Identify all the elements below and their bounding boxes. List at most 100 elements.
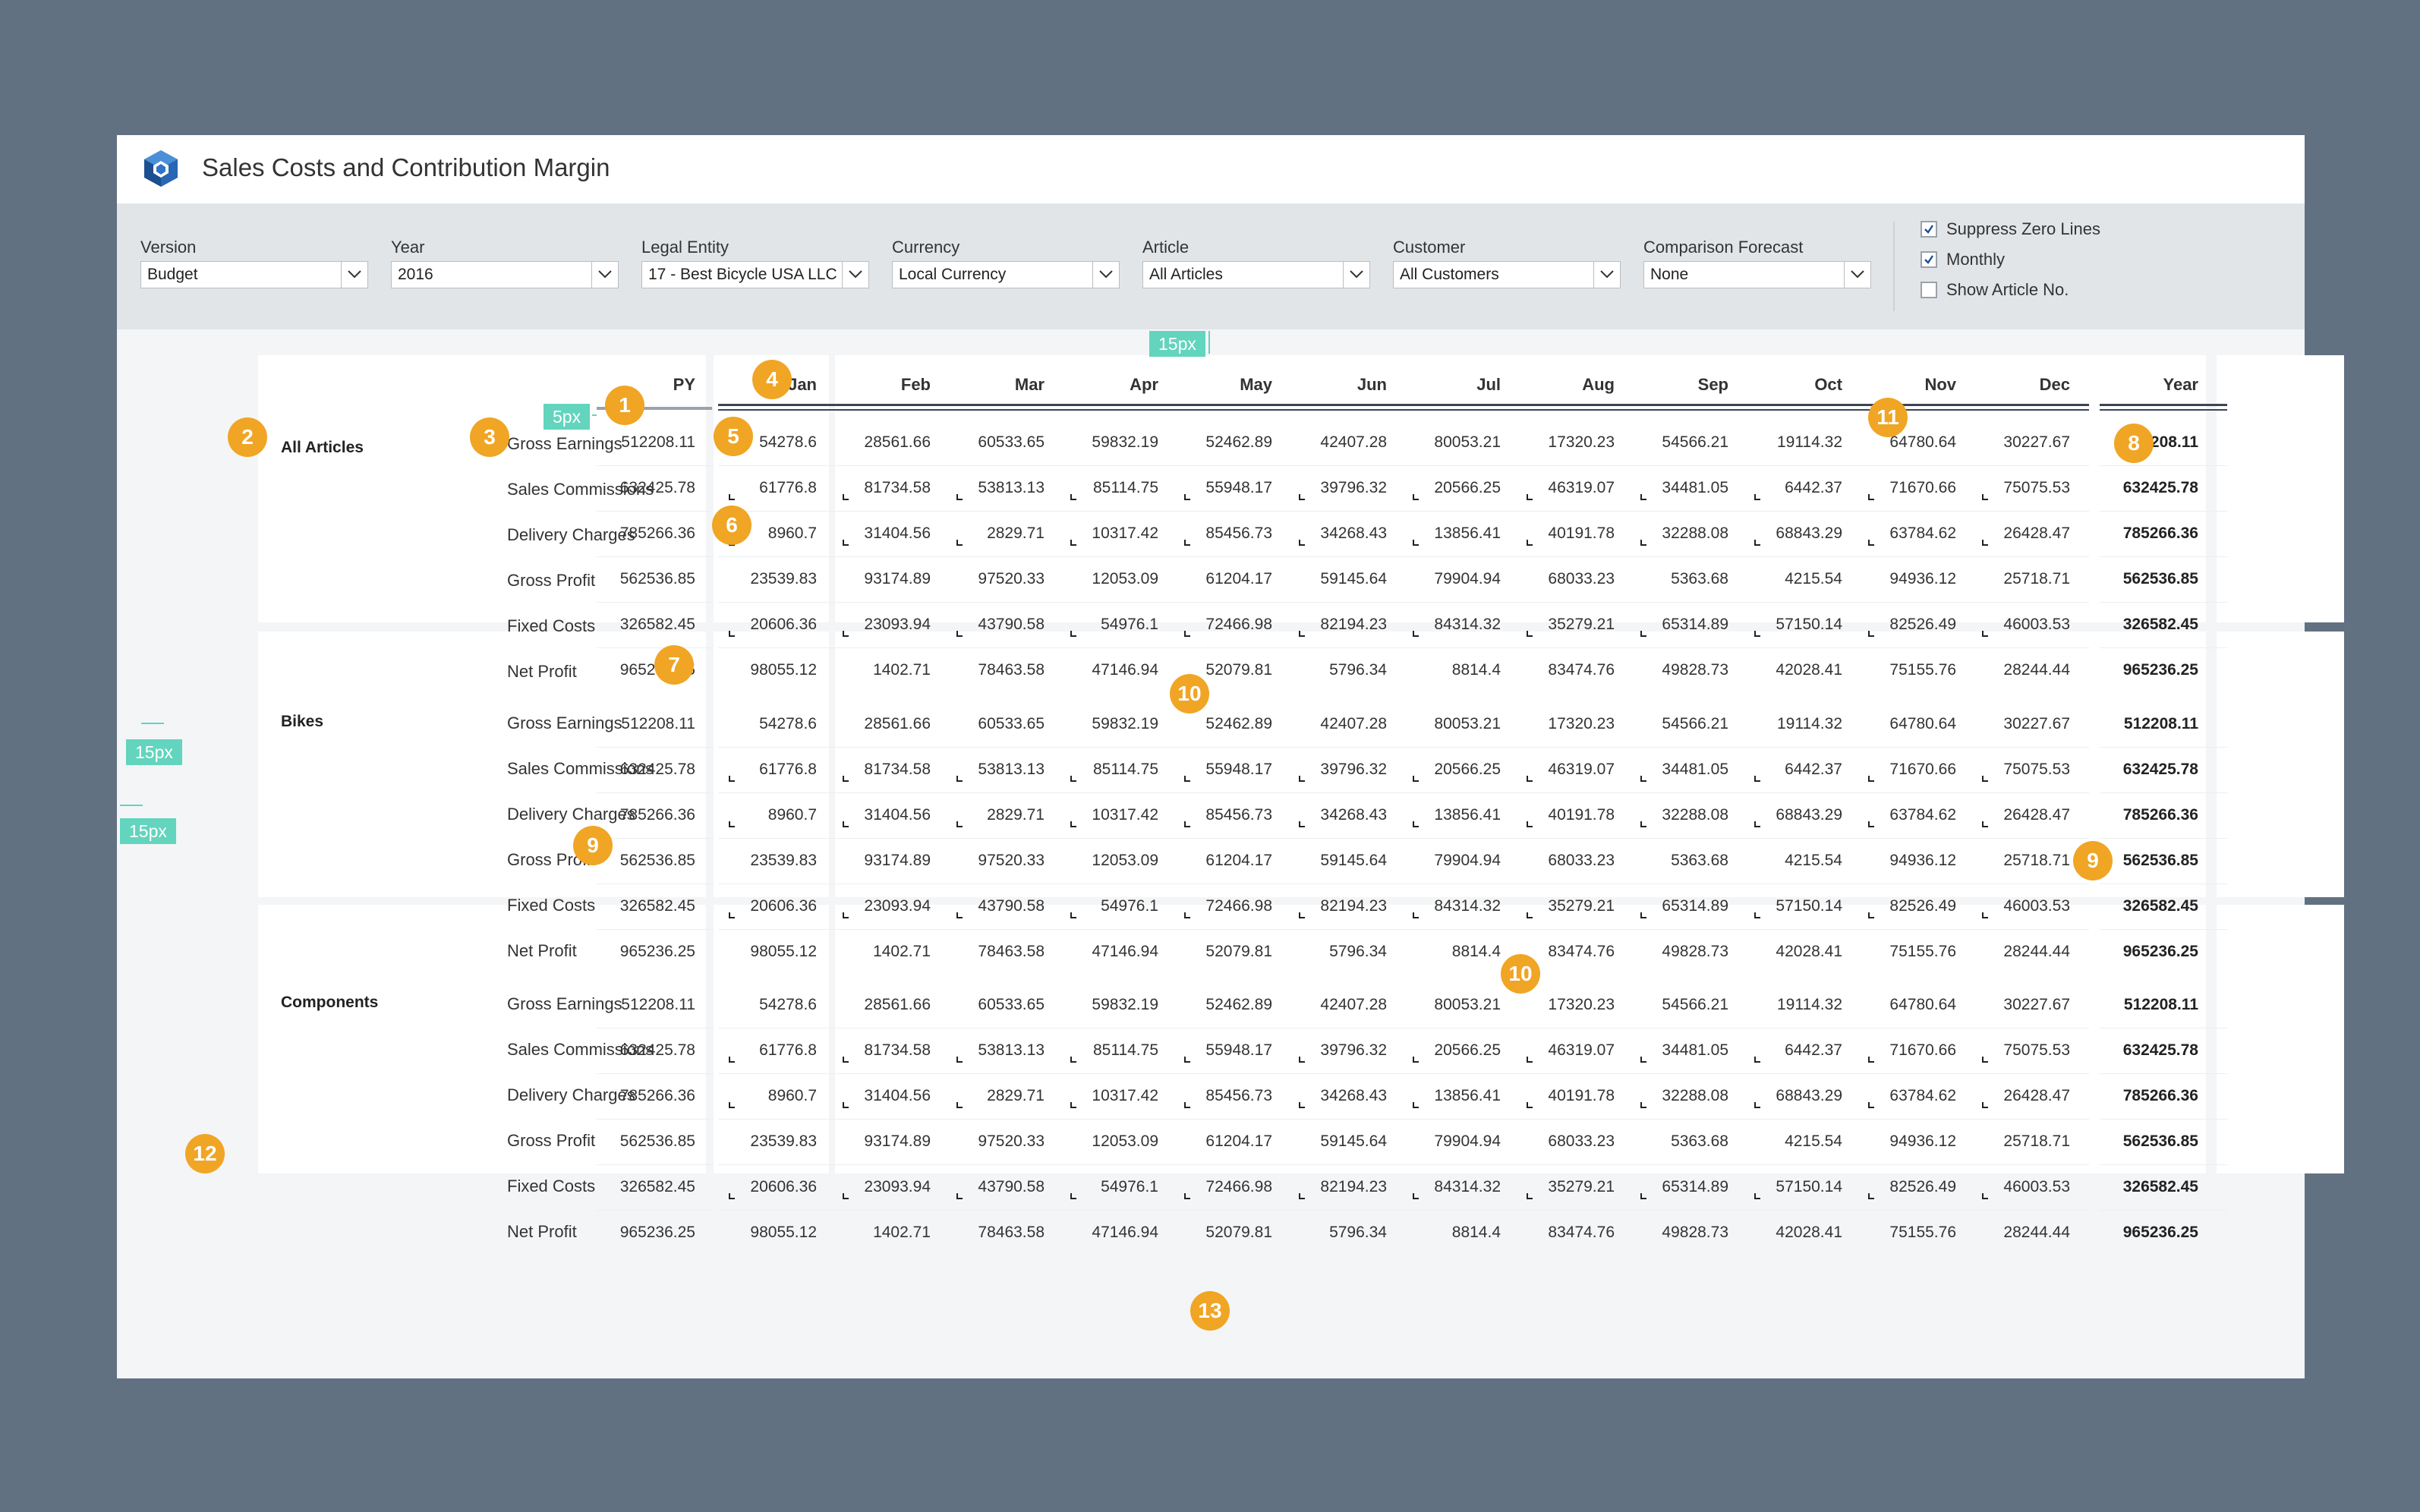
trend-arrow-icon (729, 1057, 735, 1063)
trend-arrow-icon (1868, 1102, 1874, 1108)
py-value: 512208.11 (621, 715, 695, 732)
month-value: 40191.78 (1548, 806, 1615, 824)
row-label: Fixed Costs (507, 1177, 596, 1195)
row-divider (718, 602, 2089, 603)
month-value: 34481.05 (1662, 479, 1728, 496)
month-value: 97520.33 (978, 570, 1045, 587)
annotation-badge: 12 (185, 1134, 225, 1173)
year-select[interactable]: 2016 (391, 261, 619, 288)
month-value: 57150.14 (1776, 1178, 1842, 1195)
month-value: 75075.53 (2003, 761, 2070, 778)
month-value: 78463.58 (978, 1224, 1045, 1241)
month-value: 72466.98 (1205, 616, 1272, 633)
py-value: 512208.11 (621, 996, 695, 1013)
row-divider (2100, 511, 2227, 512)
article-select[interactable]: All Articles (1142, 261, 1370, 288)
month-value: 61204.17 (1205, 1132, 1272, 1150)
row-divider (718, 556, 2089, 557)
trend-arrow-icon (1640, 1193, 1646, 1199)
chevron-down-icon[interactable] (842, 262, 868, 288)
select-value: All Customers (1400, 266, 1499, 283)
chevron-down-icon[interactable] (591, 262, 618, 288)
month-value: 20566.25 (1434, 479, 1501, 496)
month-value: 12053.09 (1092, 1132, 1158, 1150)
trend-arrow-icon (1640, 1057, 1646, 1063)
month-value: 2829.71 (987, 1087, 1045, 1104)
measure-line (141, 723, 164, 724)
comparison-forecast-select[interactable]: None (1643, 261, 1871, 288)
trend-arrow-icon (729, 1193, 735, 1199)
year-panel (2217, 632, 2344, 897)
currency-select[interactable]: Local Currency (892, 261, 1120, 288)
month-value: 13856.41 (1434, 524, 1501, 542)
row-label: Delivery Charges (507, 525, 635, 544)
trend-arrow-icon (1640, 540, 1646, 546)
chevron-down-icon[interactable] (1844, 262, 1870, 288)
month-value: 59832.19 (1092, 996, 1158, 1013)
group-label: Bikes (281, 713, 324, 730)
select-value: All Articles (1149, 266, 1223, 283)
measure-line (592, 414, 597, 416)
trend-arrow-icon (1184, 1102, 1190, 1108)
row-divider (718, 838, 2089, 839)
trend-arrow-icon (1527, 1193, 1533, 1199)
month-value: 54976.1 (1101, 897, 1158, 915)
month-header: Mar (1014, 375, 1045, 394)
chevron-down-icon[interactable] (1593, 262, 1620, 288)
trend-arrow-icon (956, 494, 963, 500)
month-value: 97520.33 (978, 1132, 1045, 1150)
month-value: 8960.7 (767, 524, 817, 542)
chevron-down-icon[interactable] (341, 262, 367, 288)
legal-entity-select[interactable]: 17 - Best Bicycle USA LLC (641, 261, 869, 288)
trend-arrow-icon (956, 1102, 963, 1108)
py-panel (714, 905, 829, 1173)
month-value: 42407.28 (1320, 996, 1387, 1013)
checkbox-unchecked-icon[interactable] (1921, 282, 1937, 298)
month-value: 42407.28 (1320, 715, 1387, 732)
month-value: 46003.53 (2003, 897, 2070, 915)
month-header: Jan (788, 375, 817, 394)
year-panel (2217, 905, 2344, 1173)
row-label: Gross Profit (507, 1131, 596, 1150)
row-divider (597, 647, 712, 648)
version-select[interactable]: Budget (140, 261, 368, 288)
trend-arrow-icon (956, 776, 963, 782)
trend-arrow-icon (1299, 1193, 1305, 1199)
customer-select[interactable]: All Customers (1393, 261, 1621, 288)
month-value: 4215.54 (1785, 852, 1842, 869)
trend-arrow-icon (1754, 631, 1760, 637)
month-value: 55948.17 (1205, 761, 1272, 778)
row-divider (718, 1164, 2089, 1165)
trend-arrow-icon (1413, 1193, 1419, 1199)
annotation-badge: 9 (2073, 841, 2113, 880)
month-value: 49828.73 (1662, 661, 1728, 679)
checkbox-checked-icon[interactable] (1921, 221, 1937, 238)
month-value: 20606.36 (750, 1178, 817, 1195)
annotation-badge: 2 (228, 417, 267, 457)
month-value: 46003.53 (2003, 1178, 2070, 1195)
trend-arrow-icon (1299, 776, 1305, 782)
month-value: 13856.41 (1434, 1087, 1501, 1104)
row-label: Sales Commissions (507, 1040, 654, 1059)
month-value: 40191.78 (1548, 524, 1615, 542)
month-value: 85456.73 (1205, 524, 1272, 542)
checkbox-checked-icon[interactable] (1921, 251, 1937, 268)
trend-arrow-icon (1070, 1193, 1076, 1199)
chevron-down-icon[interactable] (1343, 262, 1369, 288)
header-rule (718, 404, 2089, 406)
row-label: Gross Profit (507, 571, 596, 590)
trend-arrow-icon (1754, 1193, 1760, 1199)
trend-arrow-icon (1299, 494, 1305, 500)
py-value: 326582.45 (619, 1178, 695, 1195)
row-label: Net Profit (507, 662, 577, 681)
row-divider (597, 556, 712, 557)
row-divider (2100, 747, 2227, 748)
chevron-down-icon[interactable] (1092, 262, 1119, 288)
trend-arrow-icon (729, 912, 735, 918)
trend-arrow-icon (1184, 540, 1190, 546)
month-value: 94936.12 (1889, 570, 1956, 587)
month-value: 75155.76 (1889, 661, 1956, 679)
trend-arrow-icon (1868, 821, 1874, 827)
month-value: 46319.07 (1548, 761, 1615, 778)
year-value: 562536.85 (2122, 852, 2198, 869)
